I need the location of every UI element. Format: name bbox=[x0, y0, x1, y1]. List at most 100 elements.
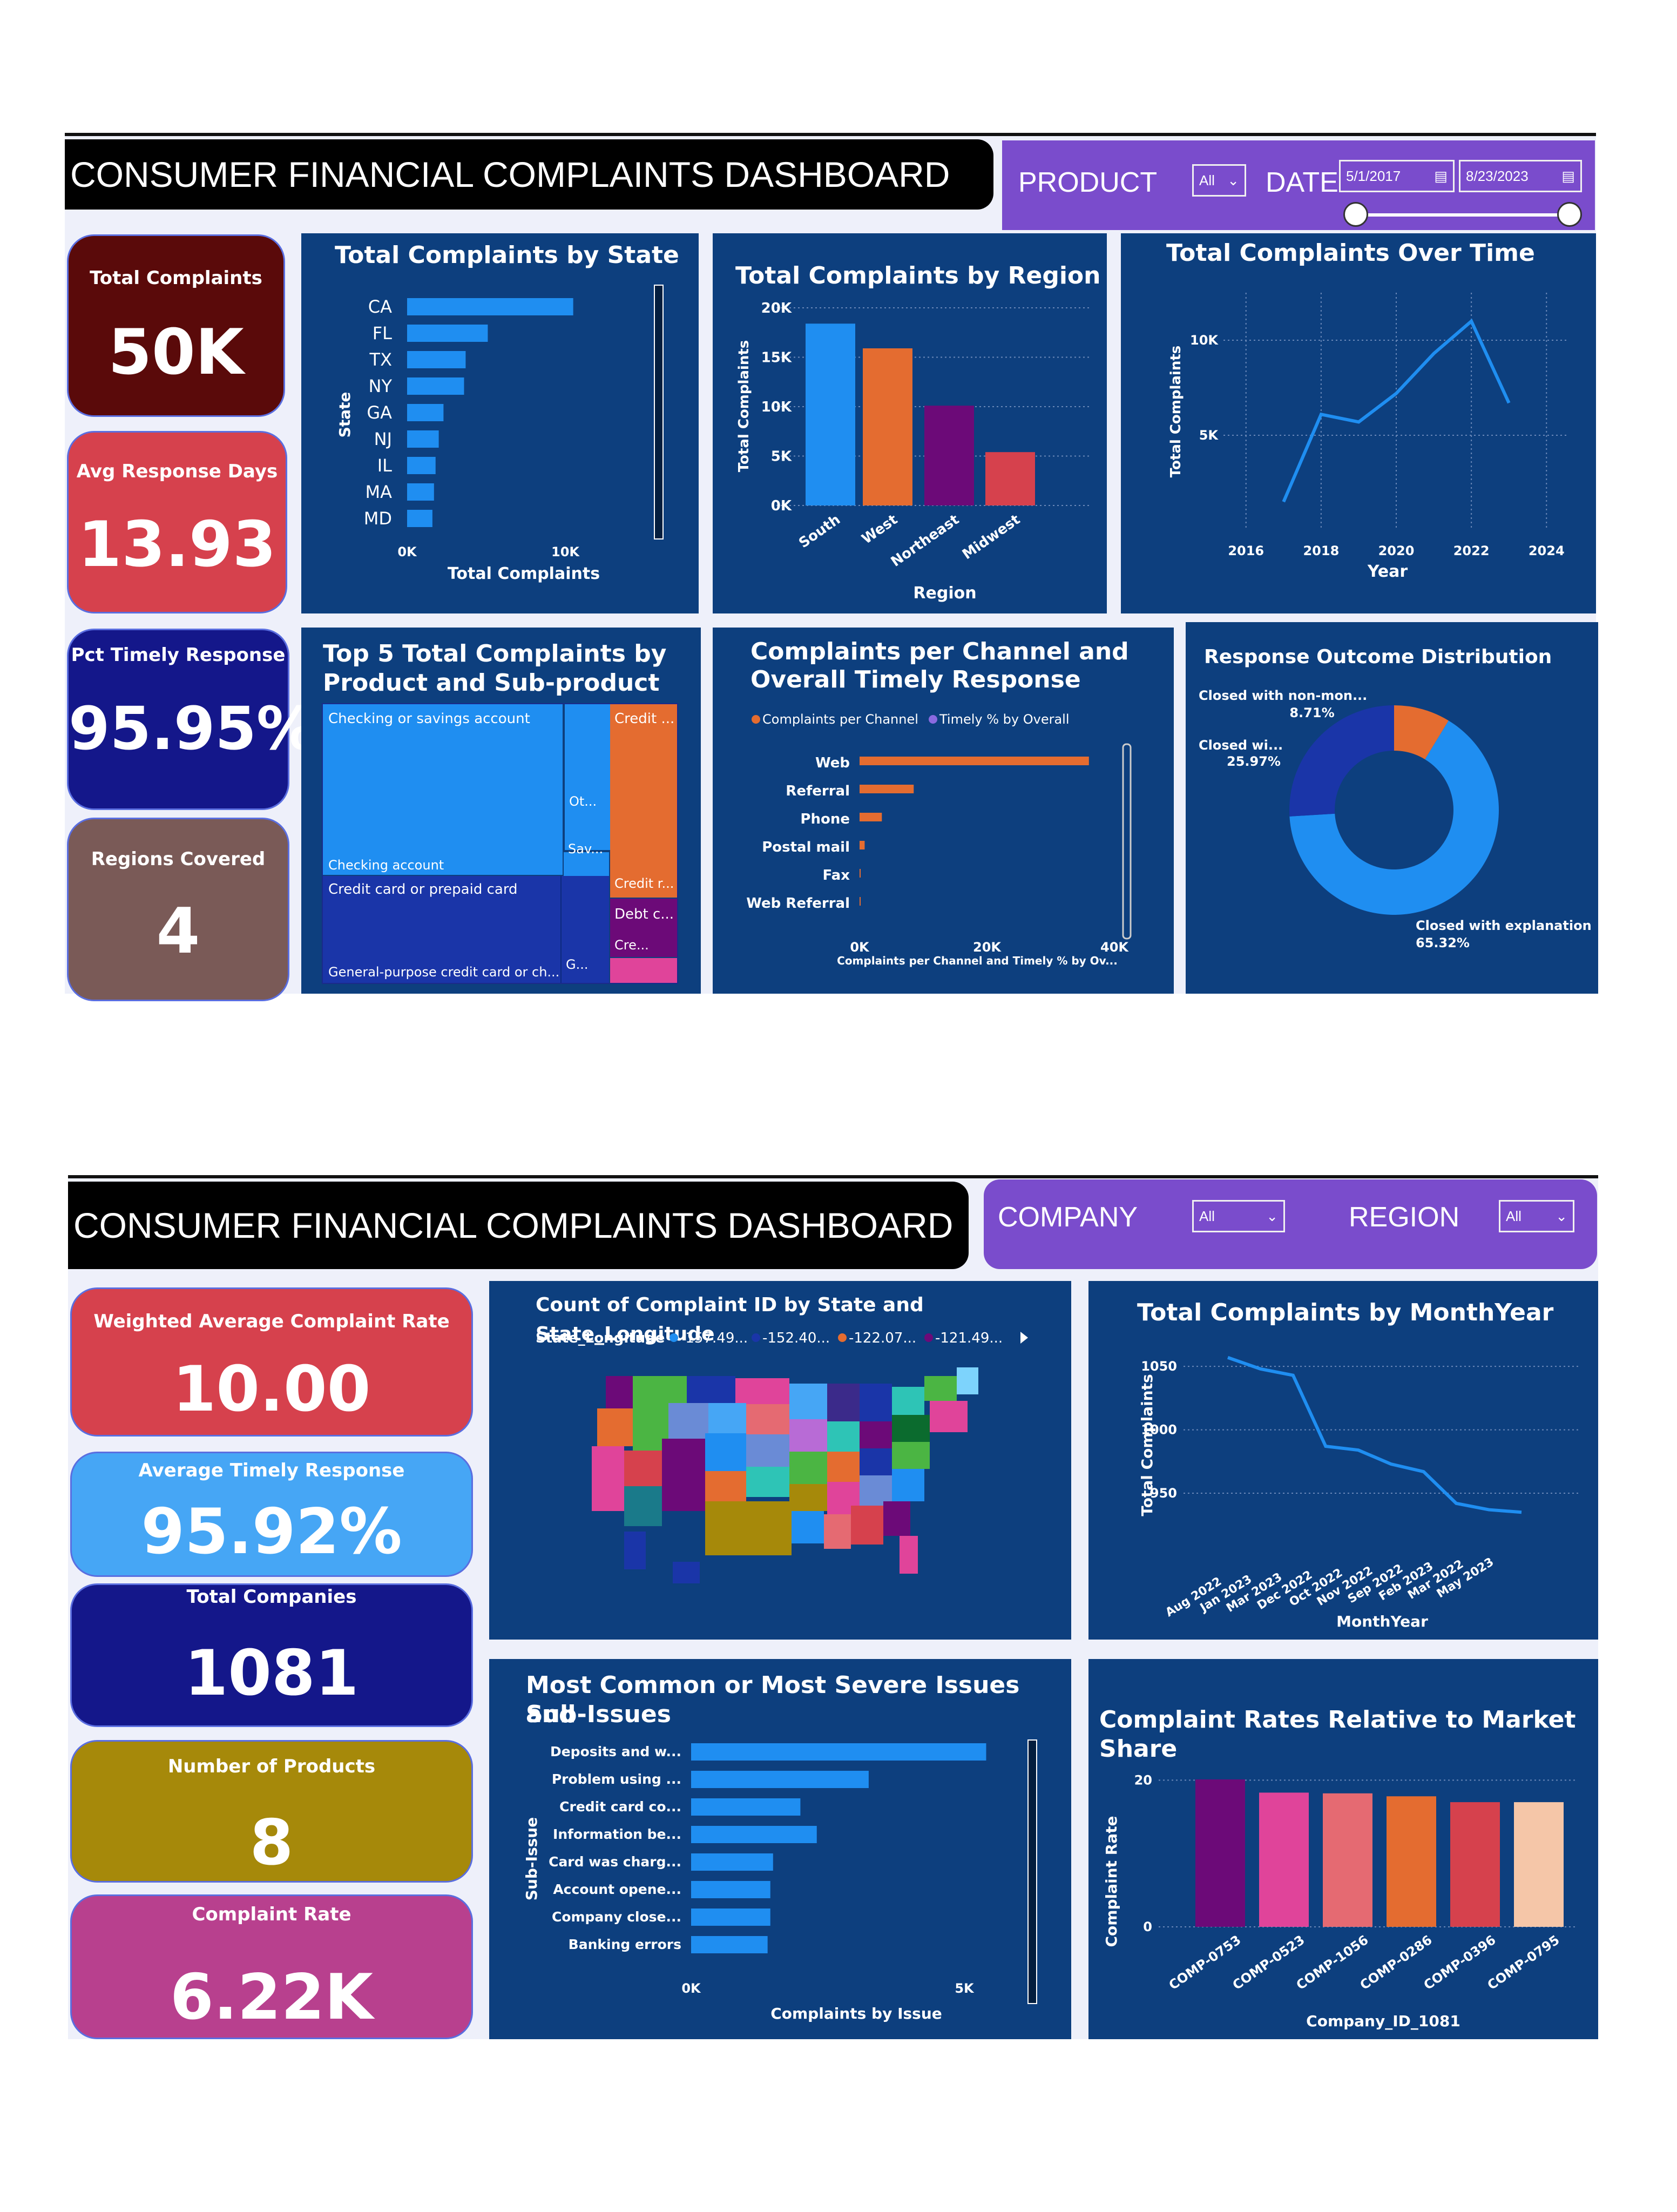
company-dropdown[interactable]: All ⌄ bbox=[1192, 1200, 1285, 1232]
treemap-cell-savings[interactable]: Sav... bbox=[564, 841, 609, 876]
y-tick-label: MA bbox=[366, 482, 393, 502]
region-dropdown[interactable]: All ⌄ bbox=[1499, 1200, 1574, 1232]
chart-title: Total Complaints by State bbox=[335, 241, 679, 269]
kpi-label: Regions Covered bbox=[91, 848, 266, 870]
y-tick-label: 15K bbox=[761, 350, 792, 366]
treemap-cell-credit-card[interactable]: Credit card or prepaid card General-purp… bbox=[323, 876, 609, 983]
treemap-label: General-purpose credit card or ch... bbox=[328, 965, 560, 980]
channel-chart-panel: Complaints per Channel and Overall Timel… bbox=[713, 628, 1174, 994]
kpi-label: Avg Response Days bbox=[76, 461, 278, 482]
slice-label: Closed with non-mon... bbox=[1199, 688, 1367, 703]
y-tick-label: 0K bbox=[771, 498, 792, 514]
kpi-number-of-products: Number of Products 8 bbox=[70, 1740, 473, 1883]
region-chart-panel: Total Complaints by Region Total Complai… bbox=[713, 233, 1107, 613]
kpi-avg-response-days: Avg Response Days 13.93 bbox=[67, 431, 287, 613]
y-tick-label: 20K bbox=[761, 300, 792, 316]
legend-dot bbox=[838, 1333, 847, 1342]
y-tick-label: NY bbox=[369, 376, 393, 396]
y-tick-label: Deposits and w... bbox=[550, 1744, 681, 1759]
y-tick-label: 20 bbox=[1134, 1772, 1152, 1788]
y-axis-label: Total Complaints bbox=[1138, 1374, 1156, 1516]
treemap-divider bbox=[560, 876, 562, 983]
filter-bar: COMPANY All ⌄ REGION All ⌄ bbox=[984, 1179, 1597, 1269]
dashboard-title: CONSUMER FINANCIAL COMPLAINTS DASHBOARD bbox=[68, 1182, 969, 1269]
x-axis-label: Complaints by Issue bbox=[770, 2005, 942, 2022]
scrollbar[interactable] bbox=[1027, 1739, 1037, 2004]
chart-title-line1: Top 5 Total Complaints by bbox=[323, 640, 667, 667]
calendar-icon[interactable]: ▤ bbox=[1434, 167, 1448, 184]
bar bbox=[407, 377, 464, 395]
kpi-complaint-rate: Complaint Rate 6.22K bbox=[70, 1894, 473, 2039]
rates-bar-chart: Complaint Rate Company_ID_1081 0 20 COMP-0… bbox=[1103, 1772, 1577, 2030]
treemap-cell-other[interactable]: Ot... bbox=[564, 704, 610, 850]
legend-dot bbox=[929, 715, 937, 724]
x-tick-label: 10K bbox=[551, 544, 580, 559]
calendar-icon[interactable]: ▤ bbox=[1561, 167, 1575, 184]
y-tick-label: FL bbox=[373, 323, 392, 343]
kpi-label: Pct Timely Response bbox=[71, 644, 286, 666]
treemap-cell-checking-account[interactable]: Checking or savings account Checking acc… bbox=[323, 704, 563, 875]
kpi-label: Total Complaints bbox=[90, 267, 262, 289]
scrollbar[interactable] bbox=[1122, 743, 1132, 940]
chart-title-line2: Sub-Issues bbox=[526, 1701, 671, 1728]
legend-next-arrow-icon[interactable] bbox=[1020, 1332, 1028, 1344]
date-to-input[interactable]: 8/23/2023 ▤ bbox=[1459, 160, 1582, 192]
chart-title: Count of Complaint ID by State and State… bbox=[536, 1294, 924, 1345]
date-from-value: 5/1/2017 bbox=[1346, 167, 1401, 184]
y-axis-label: Complaint Rate bbox=[1103, 1816, 1120, 1947]
y-tick-label: CA bbox=[368, 296, 392, 317]
donut-slice bbox=[1289, 720, 1499, 915]
date-filter-label: DATE bbox=[1266, 167, 1338, 198]
treemap-label: Credit r... bbox=[614, 876, 674, 891]
state-bar-chart: State Total Complaints 0K 10K CA FL TX NY GA… bbox=[336, 285, 664, 583]
slice-value: 8.71% bbox=[1289, 705, 1334, 720]
treemap-cell-other-product[interactable] bbox=[610, 958, 677, 983]
bar bbox=[1514, 1802, 1564, 1927]
map-visual: State_Longitude -157.49... -152.40... -1… bbox=[536, 1330, 1028, 1583]
legend-dot bbox=[752, 1333, 760, 1342]
bar bbox=[407, 404, 444, 421]
donut-slice bbox=[1289, 705, 1394, 817]
dashboard-title: CONSUMER FINANCIAL COMPLAINTS DASHBOARD bbox=[65, 139, 993, 210]
month-chart-panel: Total Complaints by MonthYear Total Comp… bbox=[1088, 1281, 1598, 1640]
kpi-total-complaints: Total Complaints 50K bbox=[67, 234, 285, 417]
kpi-label: Complaint Rate bbox=[192, 1904, 351, 1925]
bar bbox=[407, 510, 432, 527]
date-slider-track[interactable] bbox=[1356, 213, 1572, 217]
x-axis-label: Company_ID_1081 bbox=[1306, 2012, 1460, 2030]
bar bbox=[407, 325, 488, 342]
y-tick-label: 1050 bbox=[1141, 1359, 1177, 1374]
chart-title-line1: Complaints per Channel and bbox=[750, 638, 1129, 665]
bar bbox=[1323, 1793, 1372, 1927]
scrollbar[interactable] bbox=[654, 285, 664, 539]
x-tick-label: 2022 bbox=[1453, 543, 1490, 558]
x-axis-label: Complaints per Channel and Timely % by O… bbox=[837, 954, 1118, 967]
product-dropdown[interactable]: All ⌄ bbox=[1192, 164, 1246, 197]
treemap-label: Credit ... bbox=[614, 711, 675, 727]
y-tick-label: 5K bbox=[771, 449, 792, 465]
treemap-label: G... bbox=[566, 957, 589, 972]
donut-slice bbox=[1394, 705, 1449, 760]
y-tick-label: Company close... bbox=[552, 1909, 681, 1925]
treemap-cell-credit-reporting[interactable]: Credit ... Credit r... bbox=[610, 704, 677, 898]
treemap-label: Checking account bbox=[328, 858, 444, 873]
treemap-label: Checking or savings account bbox=[328, 711, 530, 727]
region-filter-label: REGION bbox=[1349, 1202, 1460, 1233]
bar bbox=[1195, 1779, 1245, 1927]
kpi-weighted-average-complaint-rate: Weighted Average Complaint Rate 10.00 bbox=[70, 1287, 473, 1437]
kpi-label: Number of Products bbox=[167, 1756, 376, 1777]
issues-bar-chart: Sub-Issue Complaints by Issue Deposits a… bbox=[523, 1739, 1037, 2022]
date-slider-end-handle[interactable] bbox=[1557, 202, 1582, 227]
treemap-label: Debt c... bbox=[614, 906, 674, 922]
date-from-input[interactable]: 5/1/2017 ▤ bbox=[1339, 160, 1455, 192]
bar bbox=[860, 841, 865, 849]
state-chart-panel: Total Complaints by State State Total Co… bbox=[301, 233, 699, 613]
date-slider-start-handle[interactable] bbox=[1343, 202, 1368, 227]
bar bbox=[1450, 1802, 1500, 1927]
treemap-cell-debt-collection[interactable]: Debt c... Cre... bbox=[610, 899, 677, 957]
bar bbox=[691, 1798, 801, 1816]
bar bbox=[1259, 1792, 1309, 1927]
kpi-value: 1081 bbox=[184, 1637, 359, 1710]
y-tick-label: 5K bbox=[1199, 428, 1219, 443]
treemap-label: Sav... bbox=[568, 841, 604, 857]
